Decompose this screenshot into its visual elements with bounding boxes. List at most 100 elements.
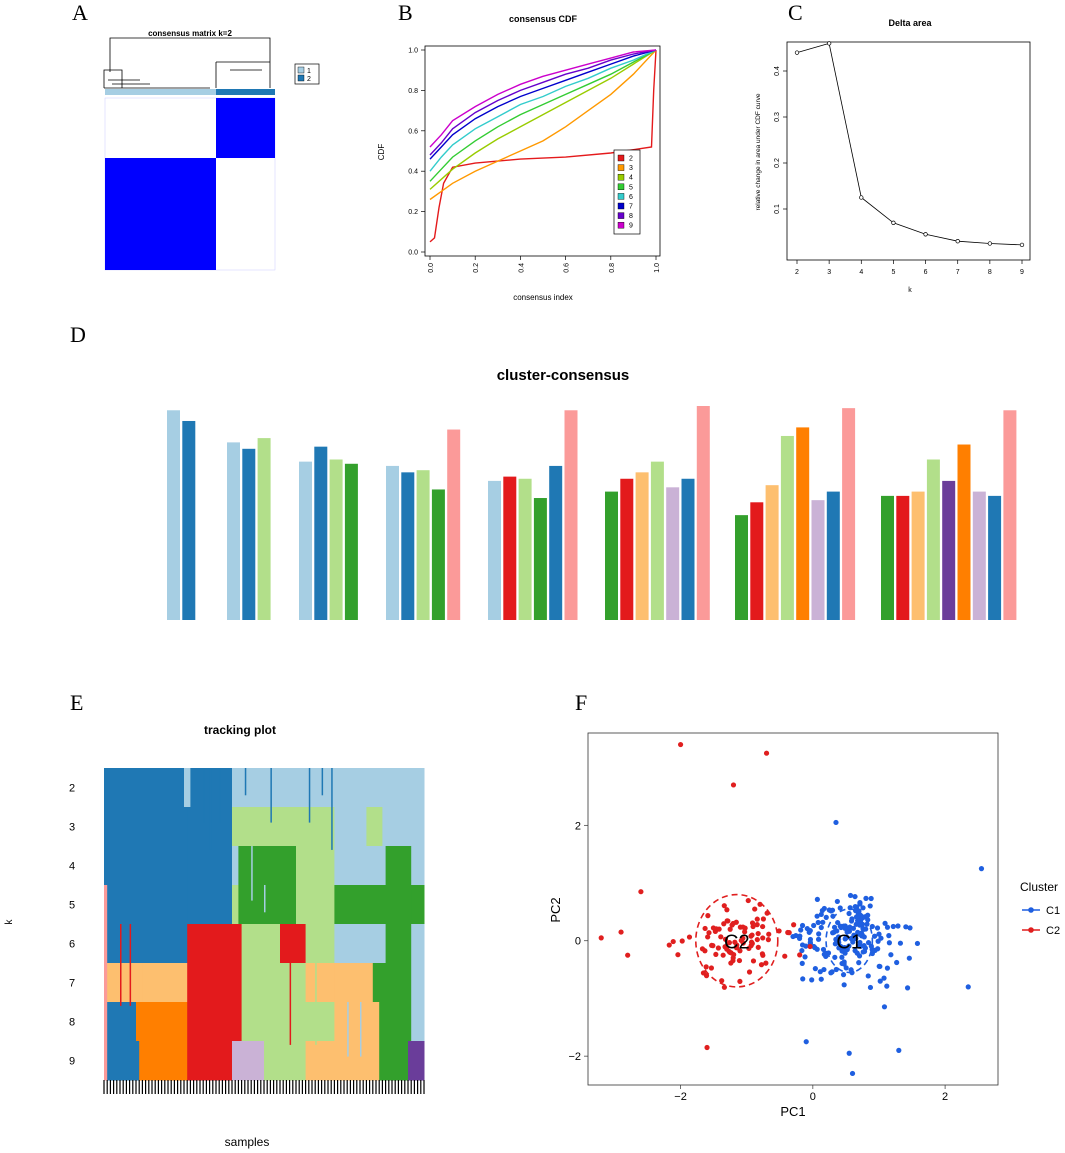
- panel-f-point-c2: [706, 930, 712, 936]
- panel-a-title: consensus matrix k=2: [148, 29, 232, 38]
- panel-f-point-c2: [686, 934, 693, 940]
- panel-f-legend-title: Cluster: [1020, 880, 1058, 894]
- panel-f-point-c2: [724, 907, 730, 913]
- panel-d-bar-k9-cluster1: [881, 495, 894, 620]
- panel-e-cell-k6-1: [107, 924, 188, 964]
- panel-e-cell-k8-6: [334, 1002, 380, 1042]
- panel-a-block-cluster-1: [105, 158, 216, 270]
- panel-letter-b: B: [398, 0, 413, 25]
- panel-e-cell-k9-7: [379, 1041, 409, 1081]
- panel-f-point-c1: [881, 1004, 888, 1010]
- panel-f-point-c1: [841, 982, 847, 988]
- panel-d-bar-k7-cluster2: [620, 478, 634, 620]
- panel-c-delta-line: [796, 42, 1023, 246]
- panel-d-cluster-consensus: cluster-consensus: [167, 367, 1017, 620]
- panel-e-tracking-plot: tracking plot k samples 2 3 4 5 6 7 8 9: [4, 723, 425, 1149]
- panel-f-point-c2: [721, 984, 728, 990]
- panel-c-xtick-label: 5: [891, 269, 895, 276]
- panel-a-legend-label-2: 2: [307, 76, 311, 83]
- panel-f-point-c1: [814, 896, 820, 903]
- panel-e-cell-k3-6: [366, 807, 383, 847]
- panel-f-legend-label-C1: C1: [1046, 905, 1060, 917]
- panel-f-point-c1: [848, 918, 855, 924]
- panel-f-point-c1: [820, 919, 826, 925]
- panel-e-cell-k4-6: [360, 846, 387, 886]
- panel-b-cdf-line-k7: [429, 49, 657, 160]
- panel-f-point-c2: [749, 920, 756, 926]
- panel-f-point-c1: [821, 966, 827, 973]
- panel-f-point-c2: [700, 970, 707, 976]
- panel-f-point-c1: [874, 925, 881, 931]
- panel-f-point-c1: [799, 947, 805, 954]
- panel-d-bar-k8-cluster5: [796, 427, 810, 620]
- panel-f-point-c1: [860, 949, 866, 955]
- panel-c-plot-area: [786, 41, 1031, 261]
- panel-e-cell-k4-0: [104, 846, 188, 886]
- panel-c-point-k4: [859, 195, 864, 200]
- panel-b-legend-swatch-7: [617, 202, 625, 210]
- panel-letter-e: E: [70, 690, 84, 715]
- panel-b-cdf-line-k4: [429, 49, 657, 190]
- panel-f-point-c2: [730, 782, 737, 788]
- panel-e-cell-k6-6: [334, 924, 387, 964]
- panel-f-point-c1: [906, 955, 912, 961]
- panel-e-cell-k6-0: [104, 924, 108, 964]
- panel-b-legend-swatch-4: [617, 173, 625, 181]
- panel-e-row-label-k5: 5: [69, 900, 75, 912]
- panel-d-bar-k5-cluster4: [431, 489, 445, 620]
- panel-f-point-c2: [727, 949, 733, 955]
- panel-f-point-c1: [876, 931, 882, 937]
- panel-d-bar-k7-cluster4: [650, 461, 664, 620]
- panel-b-ytick-label: 0.6: [408, 128, 418, 135]
- panel-f-point-c1: [847, 892, 854, 899]
- panel-b-legend-swatch-9: [617, 221, 625, 229]
- panel-d-bar-k7-cluster3: [635, 472, 649, 620]
- panel-f-point-c1: [965, 984, 971, 990]
- panel-f-point-c1: [867, 984, 874, 991]
- panel-f-point-c1: [895, 923, 901, 929]
- panel-f-point-c1: [837, 905, 843, 911]
- panel-a-block-cluster-2: [216, 98, 275, 158]
- panel-d-bar-k2-cluster2: [182, 420, 196, 620]
- panel-f-point-c2: [754, 916, 760, 922]
- panel-f-point-c2: [791, 922, 797, 928]
- panel-e-cell-k5-8: [411, 885, 425, 925]
- panel-f-point-c1: [877, 978, 883, 984]
- panel-d-bar-k9-cluster6: [957, 444, 971, 620]
- panel-e-cell-k8-1: [107, 1002, 137, 1042]
- panel-f-point-c1: [820, 946, 827, 953]
- panel-e-row-label-k3: 3: [69, 822, 75, 834]
- panel-e-cell-k4-7: [385, 846, 412, 886]
- panel-f-point-c2: [727, 926, 733, 932]
- panel-f-point-c2: [703, 964, 709, 970]
- panel-letter-c: C: [788, 0, 803, 25]
- panel-f-point-c2: [765, 937, 771, 943]
- panel-c-xtick-label: 6: [924, 269, 928, 276]
- panel-f-point-c1: [799, 922, 806, 929]
- panel-e-cell-k7-8: [411, 963, 425, 1003]
- panel-e-streak: [244, 768, 247, 796]
- panel-e-cell-k6-5: [305, 924, 335, 964]
- panel-e-row-label-k4: 4: [69, 861, 75, 873]
- panel-f-point-c1: [863, 895, 869, 901]
- panel-c-ytick-label: 0.1: [774, 204, 781, 214]
- panel-f-point-c1: [834, 898, 840, 905]
- panel-e-streak: [129, 924, 132, 1006]
- panel-f-ytick-label: −2: [568, 1051, 581, 1063]
- panel-f-point-c1: [904, 985, 911, 991]
- panel-d-bar-k6-cluster2: [503, 476, 517, 620]
- panel-f-point-c1: [832, 954, 838, 960]
- panel-d-bar-k9-cluster7: [972, 491, 986, 620]
- panel-f-point-c2: [746, 969, 753, 975]
- panel-f-point-c2: [675, 952, 681, 958]
- panel-f-point-c1: [872, 947, 878, 953]
- panel-f-point-c2: [638, 889, 644, 895]
- panel-b-ytick-label: 0.8: [408, 88, 418, 95]
- panel-f-point-c1: [894, 959, 900, 966]
- panel-f-xtick-label: 2: [942, 1091, 948, 1103]
- panel-b-cdf-line-k5: [429, 49, 657, 182]
- panel-f-point-c1: [796, 935, 803, 942]
- panel-c-xtick-label: 9: [1020, 269, 1024, 276]
- panel-f-point-c2: [704, 1044, 710, 1051]
